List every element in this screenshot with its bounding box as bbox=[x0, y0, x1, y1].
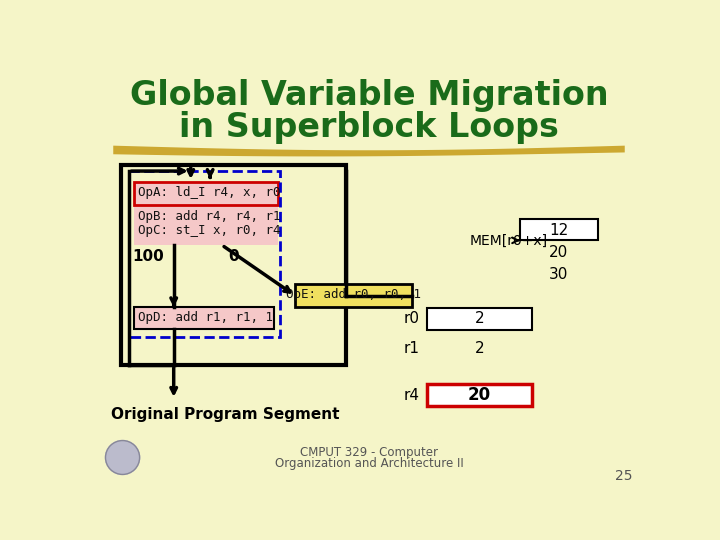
Text: 20: 20 bbox=[549, 245, 569, 260]
Text: OpB: add r4, r4, r1: OpB: add r4, r4, r1 bbox=[138, 211, 281, 224]
Bar bbox=[134, 182, 277, 245]
Text: 25: 25 bbox=[615, 469, 632, 483]
Bar bbox=[134, 182, 277, 205]
Text: 30: 30 bbox=[549, 267, 569, 281]
Bar bbox=[134, 307, 274, 329]
Text: 12: 12 bbox=[549, 222, 569, 238]
Text: r1: r1 bbox=[403, 341, 419, 356]
Bar bbox=[427, 384, 532, 406]
Bar bbox=[520, 219, 598, 240]
Text: OpC: st_I x, r0, r4: OpC: st_I x, r0, r4 bbox=[138, 224, 281, 237]
Bar bbox=[295, 284, 412, 307]
Text: MEM[r0+x]: MEM[r0+x] bbox=[469, 233, 548, 247]
Circle shape bbox=[106, 441, 140, 475]
Text: OpD: add r1, r1, 1: OpD: add r1, r1, 1 bbox=[138, 311, 273, 324]
Text: Global Variable Migration: Global Variable Migration bbox=[130, 79, 608, 112]
Bar bbox=[129, 171, 280, 336]
Text: OpE: add r0, r0, 1: OpE: add r0, r0, 1 bbox=[286, 288, 421, 301]
Text: 100: 100 bbox=[132, 249, 164, 264]
Text: 2: 2 bbox=[474, 341, 485, 356]
Bar bbox=[121, 165, 346, 365]
Bar bbox=[427, 308, 532, 330]
Text: in Superblock Loops: in Superblock Loops bbox=[179, 111, 559, 144]
Text: Organization and Architecture II: Organization and Architecture II bbox=[274, 457, 464, 470]
Text: 20: 20 bbox=[468, 386, 491, 404]
Text: r0: r0 bbox=[403, 312, 419, 326]
Text: 0: 0 bbox=[228, 249, 238, 264]
Polygon shape bbox=[113, 146, 625, 157]
Text: 2: 2 bbox=[474, 312, 485, 326]
Text: CMPUT 329 - Computer: CMPUT 329 - Computer bbox=[300, 446, 438, 459]
Text: r4: r4 bbox=[403, 388, 419, 403]
Text: OpA: ld_I r4, x, r0: OpA: ld_I r4, x, r0 bbox=[138, 186, 281, 199]
Text: Original Program Segment: Original Program Segment bbox=[112, 408, 340, 422]
